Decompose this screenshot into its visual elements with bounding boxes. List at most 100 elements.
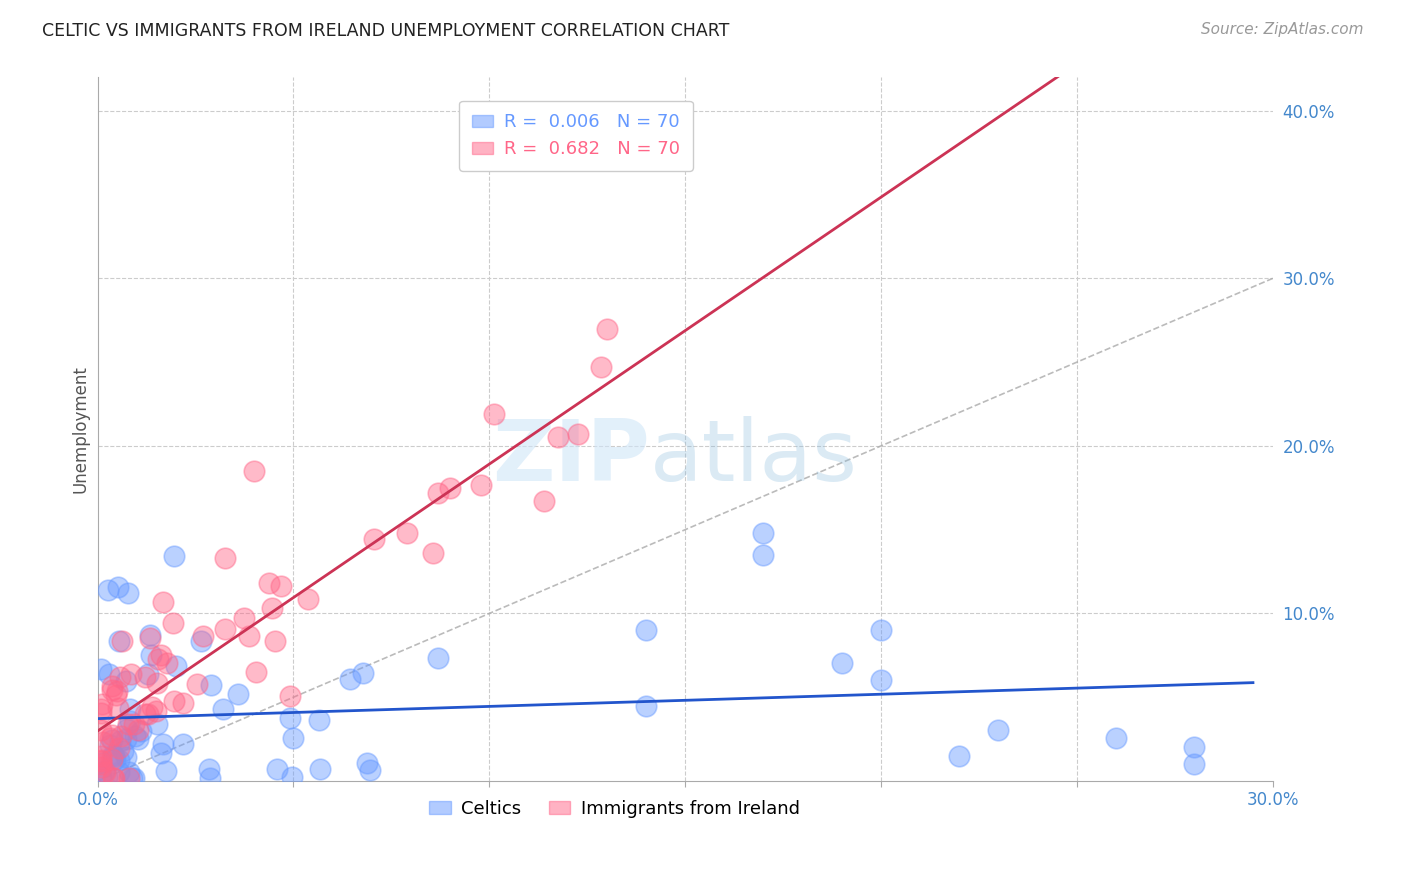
Point xyxy=(136,707,159,722)
Point xyxy=(150,648,173,663)
Point xyxy=(141,699,163,714)
Point xyxy=(110,730,132,744)
Point xyxy=(129,724,152,739)
Point xyxy=(308,713,330,727)
Point xyxy=(107,701,129,715)
Point xyxy=(1105,731,1128,745)
Point xyxy=(139,632,162,646)
Point xyxy=(634,624,657,638)
Point xyxy=(91,734,114,748)
Point xyxy=(232,610,254,624)
Point xyxy=(101,747,124,762)
Point xyxy=(280,770,302,784)
Point xyxy=(426,485,449,500)
Point xyxy=(190,633,212,648)
Point xyxy=(260,601,283,615)
Point xyxy=(470,478,492,492)
Point xyxy=(1182,756,1205,771)
Point xyxy=(439,481,461,495)
Point xyxy=(120,702,142,716)
Point xyxy=(90,662,112,676)
Point xyxy=(115,674,138,689)
Point xyxy=(127,732,149,747)
Point xyxy=(122,717,145,731)
Point xyxy=(139,648,162,662)
Point xyxy=(870,673,893,687)
Point xyxy=(243,464,266,478)
Point xyxy=(150,746,173,760)
Point xyxy=(104,688,127,702)
Point xyxy=(115,722,138,736)
Point xyxy=(191,629,214,643)
Point xyxy=(108,634,131,648)
Point xyxy=(200,678,222,692)
Point xyxy=(111,744,134,758)
Point xyxy=(270,579,292,593)
Point xyxy=(297,591,319,606)
Point xyxy=(118,764,141,779)
Point xyxy=(567,427,589,442)
Point xyxy=(547,429,569,443)
Point xyxy=(145,704,167,718)
Point xyxy=(186,677,208,691)
Point xyxy=(281,731,304,746)
Point xyxy=(162,694,184,708)
Point xyxy=(752,548,775,562)
Point xyxy=(103,749,125,764)
Point xyxy=(228,687,250,701)
Point xyxy=(108,740,131,755)
Point xyxy=(200,771,222,785)
Text: atlas: atlas xyxy=(650,416,858,499)
Point xyxy=(108,752,131,766)
Point xyxy=(156,657,179,671)
Point xyxy=(263,633,285,648)
Point xyxy=(108,764,131,779)
Point xyxy=(165,658,187,673)
Point xyxy=(339,672,361,686)
Point xyxy=(90,698,112,712)
Point xyxy=(118,771,141,785)
Point xyxy=(120,714,142,728)
Point xyxy=(101,679,124,693)
Point xyxy=(121,771,143,785)
Point xyxy=(90,769,112,783)
Point xyxy=(589,360,612,375)
Point xyxy=(482,407,505,421)
Point xyxy=(146,716,169,731)
Point xyxy=(90,760,112,774)
Point xyxy=(96,770,118,784)
Point xyxy=(90,753,112,767)
Point xyxy=(97,583,120,598)
Point xyxy=(90,723,112,738)
Point xyxy=(97,667,120,681)
Point xyxy=(352,665,374,680)
Point xyxy=(308,762,330,776)
Point xyxy=(90,754,112,768)
Point xyxy=(533,494,555,508)
Point xyxy=(120,666,142,681)
Point xyxy=(278,711,301,725)
Point xyxy=(1182,740,1205,755)
Point xyxy=(278,690,301,704)
Point xyxy=(134,670,156,684)
Point xyxy=(105,683,128,698)
Legend: Celtics, Immigrants from Ireland: Celtics, Immigrants from Ireland xyxy=(422,792,807,825)
Point xyxy=(108,734,131,748)
Point xyxy=(94,765,117,780)
Point xyxy=(122,771,145,785)
Point xyxy=(870,624,893,638)
Text: Source: ZipAtlas.com: Source: ZipAtlas.com xyxy=(1201,22,1364,37)
Point xyxy=(245,665,267,679)
Point xyxy=(162,616,184,631)
Point xyxy=(396,526,419,541)
Text: ZIP: ZIP xyxy=(492,416,650,499)
Point xyxy=(90,756,112,770)
Point xyxy=(214,550,236,565)
Point xyxy=(107,580,129,594)
Point xyxy=(115,750,138,764)
Point xyxy=(172,737,194,751)
Point xyxy=(214,622,236,636)
Point xyxy=(155,764,177,779)
Point xyxy=(127,723,149,738)
Point xyxy=(136,667,159,681)
